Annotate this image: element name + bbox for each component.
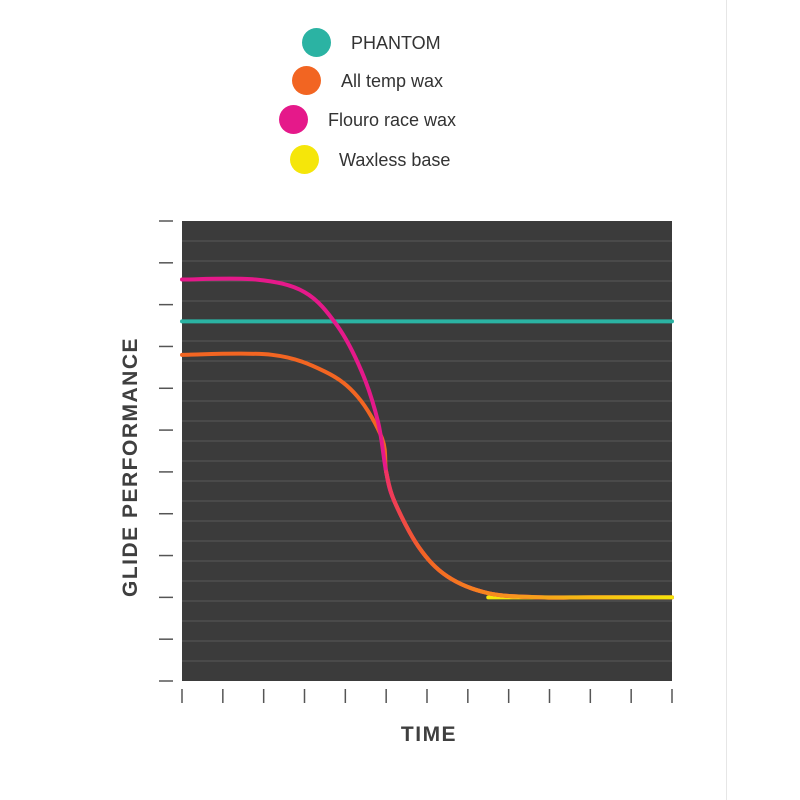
gridlines xyxy=(182,240,672,662)
series-lines xyxy=(180,276,674,600)
chart-legend: PHANTOM All temp wax Flouro race wax Wax… xyxy=(0,0,720,190)
legend-label-waxless-base: Waxless base xyxy=(339,150,451,170)
legend-label-phantom: PHANTOM xyxy=(351,33,441,53)
legend-label-flouro-race-wax: Flouro race wax xyxy=(328,110,457,130)
series-line-merged-tail xyxy=(384,469,674,600)
y-axis-label: GLIDE PERFORMANCE xyxy=(119,337,142,597)
page-divider-line xyxy=(726,0,727,800)
legend-dot-waxless-base xyxy=(290,145,319,174)
legend-dot-all-temp-wax xyxy=(292,66,321,95)
legend-dot-flouro-race-wax xyxy=(279,105,308,134)
x-axis-ticks xyxy=(181,689,673,703)
plot-area xyxy=(182,221,672,681)
y-axis-ticks xyxy=(159,220,173,682)
x-axis-label: TIME xyxy=(401,723,457,746)
legend-label-all-temp-wax: All temp wax xyxy=(341,71,444,91)
legend-dot-phantom xyxy=(302,28,331,57)
